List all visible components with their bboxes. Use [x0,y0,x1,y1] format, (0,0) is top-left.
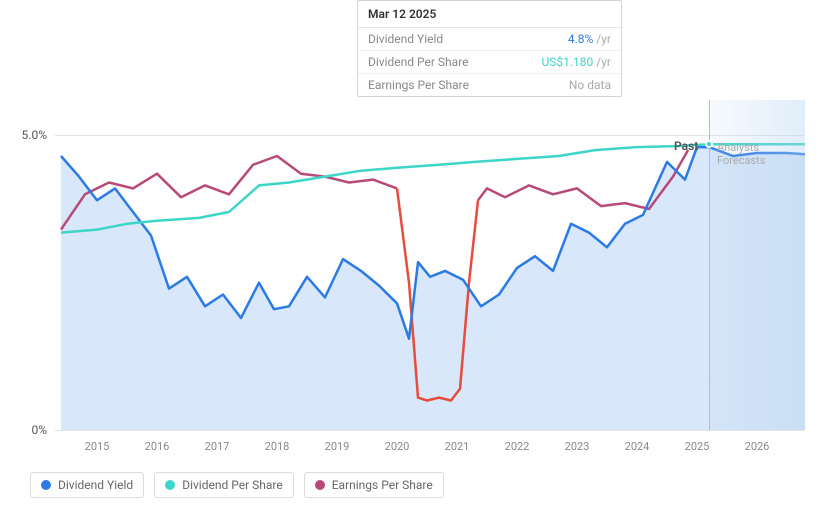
x-tick: 2023 [565,440,590,453]
x-tick: 2021 [445,440,470,453]
tooltip-row: Dividend Yield4.8%/yr [358,28,621,51]
legend-label: Dividend Yield [58,478,133,492]
y-tick: 0% [31,423,47,437]
y-axis: 0%5.0% [15,100,55,430]
x-tick: 2017 [205,440,230,453]
tooltip-unit: /yr [596,32,611,46]
chart-container: Mar 12 2025 Dividend Yield4.8%/yrDividen… [0,0,821,508]
legend-swatch [315,480,325,490]
x-axis: 2015 2016 2017 2018 2019 2020 2021 2022 2023 2024… [55,435,805,455]
forecast-label: Analysts Forecasts [717,141,805,167]
legend: Dividend Yield Dividend Per Share Earnings… [30,472,444,498]
cursor-line [709,100,710,430]
tooltip-value: US$1.180/yr [542,55,612,69]
gridline [55,430,805,431]
x-tick: 2020 [385,440,410,453]
x-tick: 2024 [625,440,650,453]
legend-item[interactable]: Earnings Per Share [304,472,444,498]
gridline [55,135,805,136]
tooltip-value: No data [569,78,611,92]
x-tick: 2016 [145,440,170,453]
cursor-dot [705,140,713,148]
tooltip-row: Earnings Per ShareNo data [358,74,621,96]
x-tick: 2015 [85,440,110,453]
tooltip-unit: /yr [596,55,611,69]
x-tick: 2018 [265,440,290,453]
legend-item[interactable]: Dividend Yield [30,472,144,498]
tooltip-label: Dividend Yield [368,32,568,46]
legend-label: Dividend Per Share [182,478,283,492]
tooltip-row: Dividend Per ShareUS$1.180/yr [358,51,621,74]
y-tick: 5.0% [22,128,47,142]
tooltip-value: 4.8%/yr [568,32,611,46]
x-tick: 2019 [325,440,350,453]
tooltip-label: Earnings Per Share [368,78,569,92]
past-label: Past [674,139,698,153]
legend-swatch [41,480,51,490]
legend-label: Earnings Per Share [332,478,433,492]
tooltip-date: Mar 12 2025 [358,1,621,28]
legend-swatch [165,480,175,490]
plot-area[interactable]: Past Analysts Forecasts [55,100,805,430]
x-tick: 2022 [505,440,530,453]
x-tick: 2025 [685,440,710,453]
tooltip-label: Dividend Per Share [368,55,542,69]
x-tick: 2026 [745,440,770,453]
chart-tooltip: Mar 12 2025 Dividend Yield4.8%/yrDividen… [357,0,622,97]
legend-item[interactable]: Dividend Per Share [154,472,294,498]
